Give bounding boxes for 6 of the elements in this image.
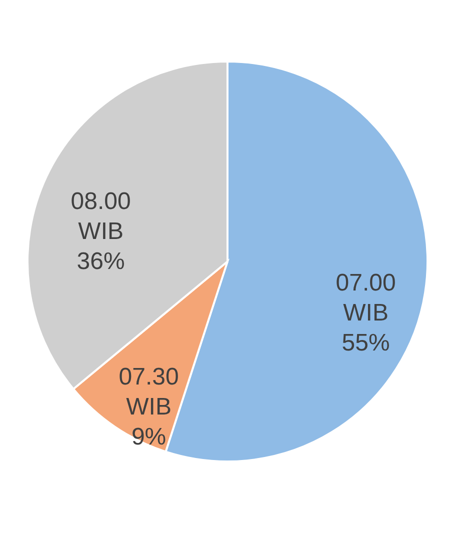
slice-label: 08.00 WIB — [70, 188, 131, 245]
data-label: 36% — [76, 248, 125, 275]
data-label: 55% — [342, 329, 390, 356]
slice-label: 07.30 WIB — [118, 363, 179, 420]
slice-label: 07.00 WIB — [336, 269, 396, 326]
data-label: 9% — [131, 423, 166, 450]
